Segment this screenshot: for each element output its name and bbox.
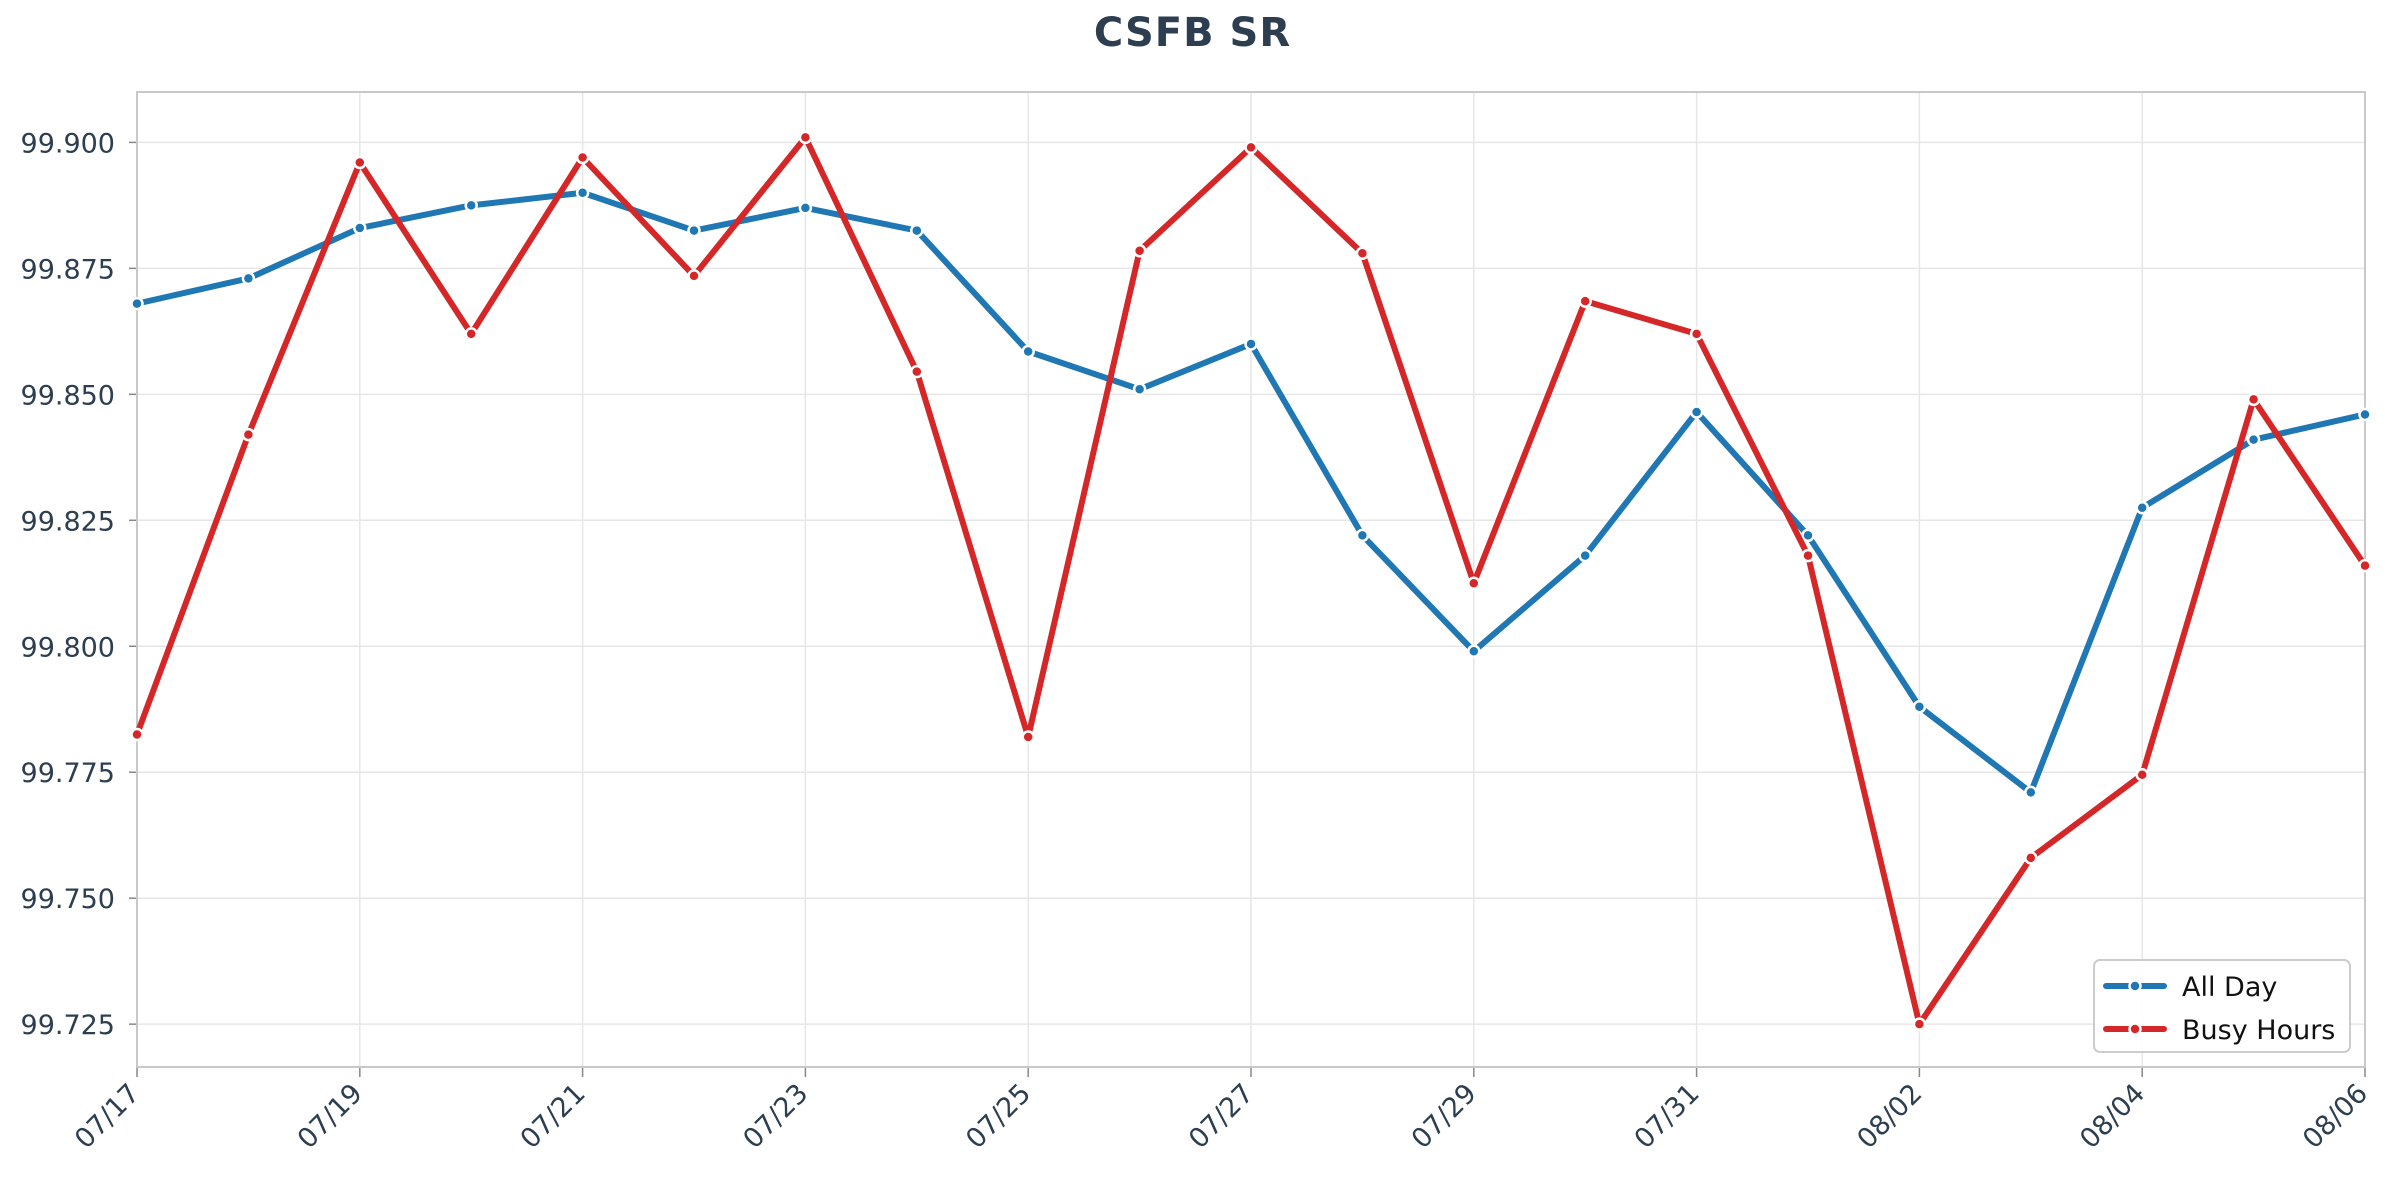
legend-label: All Day (2182, 972, 2277, 1003)
data-point (1467, 576, 1481, 591)
x-tick-label: 07/29 (1406, 1078, 1483, 1155)
data-point (910, 364, 924, 379)
data-point (1578, 548, 1592, 563)
data-point (2024, 851, 2038, 865)
x-tick-label: 08/04 (2074, 1078, 2151, 1155)
x-tick-label: 08/06 (2297, 1078, 2374, 1155)
data-point (2135, 768, 2149, 782)
data-point (353, 155, 367, 170)
data-point (687, 269, 701, 283)
x-tick-label: 07/25 (960, 1078, 1037, 1155)
legend-swatch-marker (2128, 1022, 2142, 1036)
y-tick-label: 99.900 (21, 128, 115, 159)
y-tick-label: 99.725 (21, 1010, 115, 1041)
data-point (575, 150, 590, 165)
data-point (130, 727, 144, 742)
data-point (1801, 548, 1815, 563)
data-point (1021, 344, 1035, 359)
x-tick-label: 07/31 (1629, 1078, 1706, 1155)
data-point (1132, 243, 1147, 258)
data-point (1355, 528, 1370, 543)
x-tick-label: 07/17 (69, 1078, 146, 1155)
data-point (2246, 392, 2261, 407)
y-tick-label: 99.825 (21, 506, 115, 537)
data-point (687, 223, 701, 238)
data-point (1578, 294, 1592, 308)
data-point (1244, 337, 1258, 351)
plot-frame (136, 91, 2366, 1068)
data-point (1021, 730, 1035, 744)
x-tick-label: 07/27 (1183, 1078, 1260, 1155)
x-tick-label: 07/23 (737, 1078, 814, 1155)
data-point (2135, 500, 2149, 515)
data-point (1467, 644, 1481, 659)
data-point (798, 130, 813, 145)
data-point (1801, 528, 1815, 543)
data-point (130, 296, 144, 311)
data-point (2358, 407, 2372, 422)
data-point (353, 221, 367, 235)
y-tick-label: 99.800 (21, 632, 115, 663)
data-point (1912, 699, 1927, 714)
data-point (798, 201, 813, 215)
data-point (2024, 785, 2038, 800)
data-point (1355, 246, 1370, 260)
legend-label: Busy Hours (2182, 1015, 2335, 1046)
data-point (464, 198, 478, 213)
y-tick-label: 99.775 (21, 758, 115, 789)
data-point (464, 327, 478, 341)
chart-title: CSFB SR (1093, 10, 1292, 56)
data-point (241, 271, 256, 286)
data-point (575, 186, 590, 200)
x-tick-label: 07/21 (515, 1078, 592, 1155)
data-point (1132, 382, 1147, 397)
data-point (241, 427, 256, 442)
data-point (910, 223, 924, 238)
y-tick-label: 99.850 (21, 380, 115, 411)
data-point (1244, 140, 1258, 155)
legend-swatch-marker (2128, 979, 2142, 993)
data-point (2358, 558, 2372, 573)
x-tick-label: 08/02 (1851, 1078, 1928, 1155)
data-point (1912, 1017, 1927, 1031)
y-tick-label: 99.875 (21, 254, 115, 285)
data-point (1689, 327, 1704, 341)
data-point (1689, 405, 1704, 419)
x-tick-label: 07/19 (292, 1078, 369, 1155)
data-point (2246, 432, 2261, 447)
y-tick-label: 99.750 (21, 884, 115, 915)
